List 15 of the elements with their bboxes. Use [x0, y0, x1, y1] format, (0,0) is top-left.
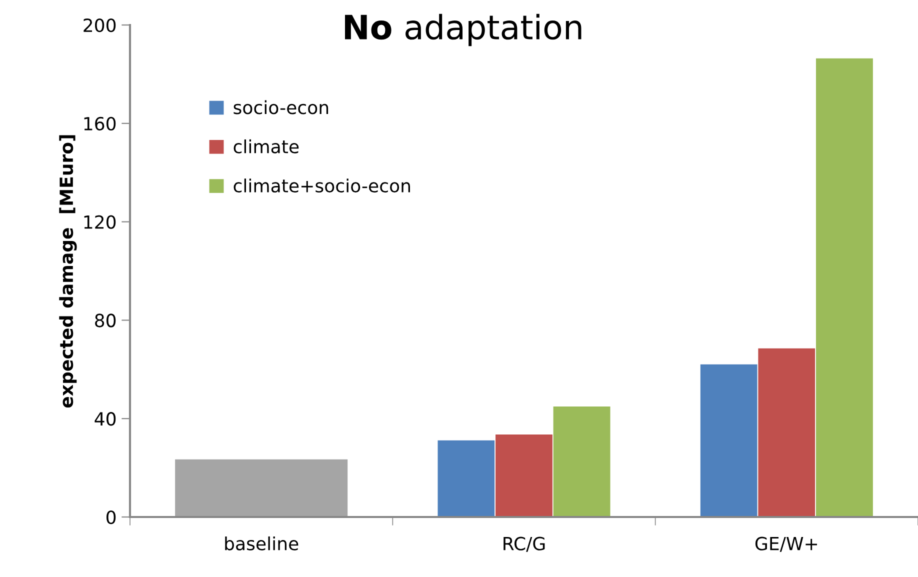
- x-tick-label: baseline: [225, 536, 298, 550]
- x-tick-label: RC/G: [504, 536, 545, 552]
- y-tick-label: 80: [95, 314, 116, 328]
- x-tick-label: GE/W+: [755, 536, 817, 552]
- y-tick-label: 0: [106, 510, 116, 524]
- legend-label: socio-econ: [234, 100, 328, 114]
- y-tick-label: 120: [84, 215, 116, 229]
- bar: [174, 458, 348, 517]
- y-tick-label: 40: [94, 412, 116, 426]
- chart-title: No adaptation: [345, 14, 582, 46]
- y-tick-label: 200: [84, 18, 116, 32]
- y-axis-title: expected damage [MEuro]: [59, 135, 77, 408]
- legend-label: climate+socio-econ: [234, 178, 410, 193]
- legend-label: climate: [234, 139, 299, 154]
- y-tick-label: 160: [84, 116, 116, 131]
